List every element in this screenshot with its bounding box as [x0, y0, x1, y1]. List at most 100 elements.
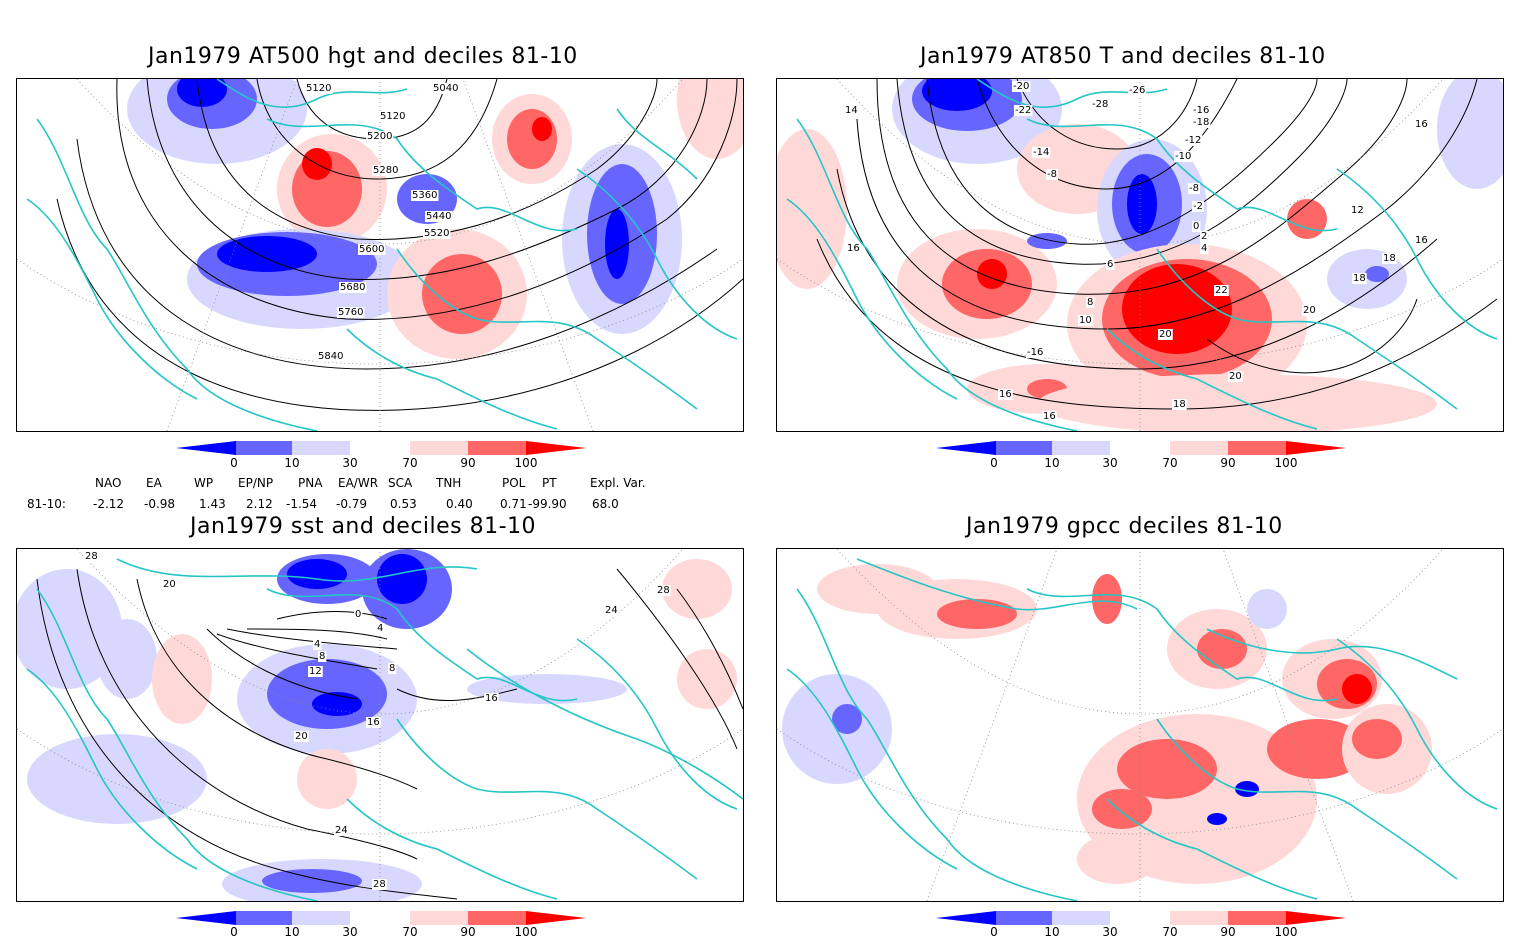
- contour-label: 0: [1193, 221, 1199, 232]
- contour-label: 18: [1173, 399, 1186, 410]
- contour-label: 20: [295, 731, 308, 742]
- contour-label-box: [1192, 221, 1201, 232]
- contour-label-box: [423, 228, 451, 239]
- contour-label-box: [1078, 315, 1093, 326]
- contour-label: 16: [1043, 411, 1056, 422]
- contour-label-box: [1128, 85, 1147, 96]
- index-value: -1.54: [286, 497, 318, 511]
- contour-label-box: [1042, 411, 1057, 422]
- contour-labels: 5040 5120 5120 5200 5280 5360 5440 5520 …: [305, 83, 460, 362]
- contour-label: -16: [1027, 347, 1043, 358]
- colorbar-labels-gpcc: 0 10 30 70 90 100: [936, 925, 1346, 939]
- colorbar-swatch: [292, 441, 350, 455]
- contour-label: 16: [1415, 235, 1428, 246]
- contour-label: -20: [1013, 81, 1029, 92]
- contour-label-box: [1046, 169, 1058, 180]
- colorbar-swatch: [1170, 911, 1228, 925]
- contour-label: -28: [1092, 99, 1108, 110]
- decile-shading: [777, 79, 1503, 431]
- colorbar-swatch: [936, 911, 996, 925]
- contour-label: 16: [1415, 119, 1428, 130]
- contour-label-box: [1106, 259, 1115, 270]
- contour-label: 6: [1107, 259, 1113, 270]
- contour-label: 16: [847, 243, 860, 254]
- panel-title-at850: Jan1979 AT850 T and deciles 81-10: [920, 44, 1326, 69]
- colorbar-swatch: [468, 911, 526, 925]
- panel-title-sst: Jan1979 sst and deciles 81-10: [190, 514, 537, 539]
- contour-label-box: [337, 307, 365, 318]
- index-value: 2.12: [246, 497, 273, 511]
- contour-label-box: [372, 165, 400, 176]
- colorbar-gpcc: [936, 910, 1346, 925]
- colorbar-swatch: [1110, 911, 1170, 925]
- colorbar-tick-label: 100: [1274, 925, 1298, 939]
- map-panel-at850: -20 -22 -26 -28 -14 -16 -18 -12 -10 -8 -…: [776, 78, 1504, 432]
- contour-label: 22: [1215, 285, 1228, 296]
- coastlines: [26, 79, 738, 431]
- colorbar-tick-label: 100: [514, 925, 538, 939]
- contour-label-box: [294, 731, 309, 742]
- index-header-row: NAO EA WP EP/NP PNA EA/WR SCA TNH POL PT…: [0, 476, 700, 490]
- contour-label-box: [372, 879, 387, 890]
- map-panel-at500: 5040 5120 5120 5200 5280 5360 5440 5520 …: [16, 78, 744, 432]
- colorbar-labels-sst: 0 10 30 70 90 100: [176, 925, 586, 939]
- colorbar-swatch: [936, 441, 996, 455]
- contour-label: 12: [1351, 205, 1364, 216]
- contour-label: -10: [1175, 151, 1191, 162]
- contour-label-box: [1091, 99, 1110, 110]
- contour-label-box: [1026, 347, 1045, 358]
- contour-label-box: [1302, 305, 1317, 316]
- contour-label-box: [1414, 235, 1429, 246]
- contour-label-box: [318, 651, 327, 662]
- contour-label-box: [1200, 231, 1209, 242]
- contour-label: -2: [1193, 201, 1203, 212]
- contour-label-box: [1158, 329, 1173, 340]
- index-name: SCA: [388, 476, 413, 490]
- index-name: TNH: [436, 476, 462, 490]
- contour-label-box: [162, 579, 177, 590]
- contour-label: 0: [355, 609, 361, 620]
- colorbar-tick-label: 10: [284, 456, 300, 470]
- map-panel-gpcc: [776, 548, 1504, 902]
- contour-label-box: [846, 243, 861, 254]
- colorbar-swatch: [176, 911, 236, 925]
- contour-label-box: [1086, 297, 1095, 308]
- contour-label-box: [1032, 147, 1051, 158]
- contour-label: 5280: [373, 165, 398, 176]
- contour-label: 4: [377, 623, 383, 634]
- contour-label-box: [354, 609, 363, 620]
- contour-label: 5680: [340, 282, 365, 293]
- panel-title-gpcc: Jan1979 gpcc deciles 81-10: [966, 514, 1283, 539]
- colorbar-swatch: [176, 441, 236, 455]
- contour-label: 24: [605, 605, 618, 616]
- contour-label-box: [313, 639, 322, 650]
- index-row-label: 81-10:: [27, 497, 66, 511]
- colorbar-swatch: [1228, 911, 1286, 925]
- dotted-graticule: [777, 79, 1503, 431]
- contour-label-box: [1192, 201, 1204, 212]
- colorbar-tick-label: 10: [284, 925, 300, 939]
- contour-label-box: [339, 282, 367, 293]
- contour-labels: -20 -22 -26 -28 -14 -16 -18 -12 -10 -8 -…: [844, 81, 1429, 422]
- contour-label-box: [1192, 105, 1211, 116]
- contour-label: 8: [389, 663, 395, 674]
- contour-label: 16: [367, 717, 380, 728]
- colorbar-swatch: [236, 441, 292, 455]
- colorbar-swatch: [526, 911, 586, 925]
- colorbar-tick-label: 90: [460, 456, 476, 470]
- contour-label-box: [334, 825, 349, 836]
- contour-label: 18: [1383, 253, 1396, 264]
- colorbar-labels-at850: 0 10 30 70 90 100: [936, 456, 1346, 470]
- colorbar-tick-label: 30: [342, 925, 358, 939]
- contour-label: 24: [335, 825, 348, 836]
- colorbar-tick-label: 10: [1044, 456, 1060, 470]
- colorbar-swatch: [1052, 911, 1110, 925]
- contour-label-box: [432, 83, 460, 94]
- contour-label: -12: [1185, 135, 1201, 146]
- contour-label-box: [1188, 183, 1200, 194]
- contour-label-box: [84, 551, 99, 562]
- index-value: 1.43: [199, 497, 226, 511]
- colorbar-swatch: [1286, 911, 1346, 925]
- contour-label: 5360: [412, 190, 437, 201]
- contour-label: 28: [657, 585, 670, 596]
